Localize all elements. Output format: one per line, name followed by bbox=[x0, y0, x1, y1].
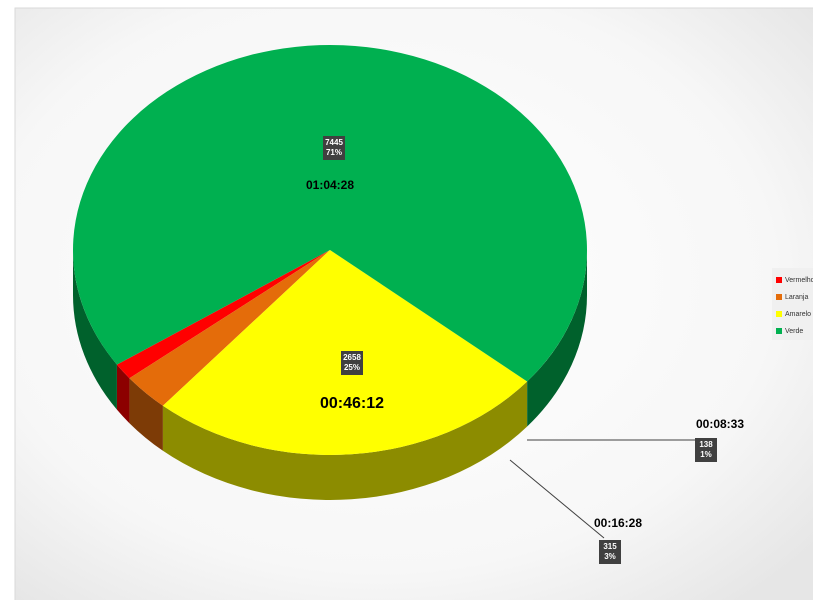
value-label: 2658 bbox=[343, 353, 361, 362]
label-box bbox=[341, 351, 363, 375]
time-label: 00:16:28 bbox=[594, 516, 642, 530]
label-box bbox=[599, 540, 621, 564]
slice bbox=[116, 250, 330, 379]
legend-label: Amarelo bbox=[785, 311, 811, 318]
leader-line bbox=[509, 459, 605, 539]
percent-label: 25% bbox=[344, 363, 360, 372]
slice-side bbox=[116, 364, 130, 424]
slice-side bbox=[527, 250, 587, 427]
value-label: 7445 bbox=[325, 138, 343, 147]
legend-swatch bbox=[776, 311, 782, 317]
slice-side bbox=[73, 250, 117, 410]
legend-label: Laranja bbox=[785, 294, 808, 301]
legend-label: Vermelho bbox=[785, 277, 813, 284]
slice bbox=[73, 45, 588, 382]
value-label: 315 bbox=[603, 542, 617, 551]
percent-label: 3% bbox=[604, 552, 616, 561]
value-label: 138 bbox=[699, 440, 713, 449]
label-box bbox=[695, 438, 717, 462]
legend-swatch bbox=[776, 328, 782, 334]
label-box bbox=[323, 136, 345, 160]
time-label: 01:04:28 bbox=[306, 178, 354, 192]
legend-swatch bbox=[776, 277, 782, 283]
slice-side bbox=[129, 378, 163, 451]
slice bbox=[129, 250, 330, 406]
legend-swatch bbox=[776, 294, 782, 300]
time-label: 00:08:33 bbox=[696, 417, 744, 431]
time-label: 00:46:12 bbox=[320, 395, 384, 412]
percent-label: 71% bbox=[326, 148, 342, 157]
percent-label: 1% bbox=[700, 450, 712, 459]
legend-label: Verde bbox=[785, 328, 803, 335]
slice-side bbox=[162, 381, 528, 501]
